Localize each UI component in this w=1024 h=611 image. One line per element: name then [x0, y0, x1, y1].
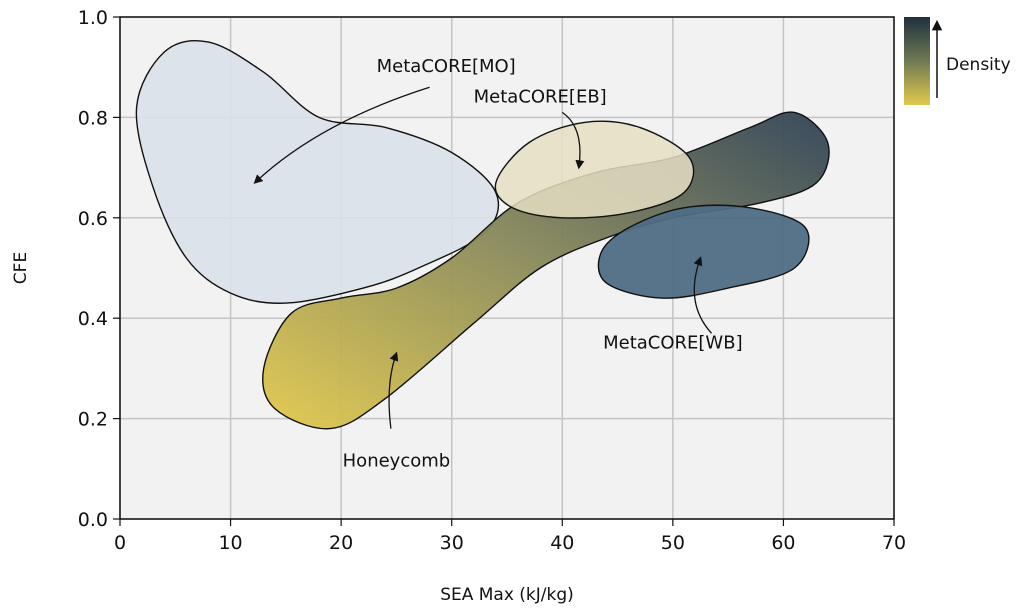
x-tick-label: 40 [550, 532, 574, 554]
region-arrow [693, 256, 713, 334]
x-tick-label: 60 [771, 532, 795, 554]
x-tick-label: 0 [114, 532, 126, 554]
region-arrow [561, 111, 585, 170]
y-tick-label: 1.0 [78, 7, 108, 29]
colorbar: Density [904, 17, 1011, 105]
colorbar-label: Density [946, 55, 1011, 75]
x-ticks: 0 10 20 30 40 50 60 70 [114, 519, 906, 554]
x-axis-label: SEA Max (kJ/kg) [440, 585, 574, 605]
region-labels: MetaCORE[MO] MetaCORE[EB] MetaCORE[WB] Hone… [253, 56, 743, 471]
y-tick-label: 0.0 [78, 509, 108, 531]
region-label: Honeycomb [343, 450, 451, 471]
colorbar-gradient [904, 17, 930, 105]
y-tick-label: 0.2 [78, 409, 108, 431]
region-label: MetaCORE[MO] [377, 56, 516, 77]
plot-frame [119, 16, 895, 520]
region-label: MetaCORE[WB] [603, 332, 743, 353]
regions [135, 40, 830, 430]
y-ticks: 0.0 0.2 0.4 0.6 0.8 1.0 [78, 7, 120, 531]
x-tick-label: 20 [329, 532, 353, 554]
region-label: MetaCORE[EB] [474, 86, 607, 107]
region-arrow [388, 351, 399, 429]
y-tick-label: 0.8 [78, 107, 108, 129]
x-tick-label: 10 [218, 532, 242, 554]
y-tick-label: 0.6 [78, 208, 108, 230]
x-tick-label: 70 [882, 532, 906, 554]
x-tick-label: 50 [661, 532, 685, 554]
region-metacore-eb [494, 120, 695, 219]
region-honeycomb [262, 111, 830, 430]
region-arrow [253, 86, 430, 184]
y-axis-label: CFE [11, 252, 31, 284]
region-metacore-mo [135, 40, 500, 304]
y-tick-label: 0.4 [78, 308, 108, 330]
x-tick-label: 30 [440, 532, 464, 554]
region-metacore-wb [597, 204, 810, 299]
